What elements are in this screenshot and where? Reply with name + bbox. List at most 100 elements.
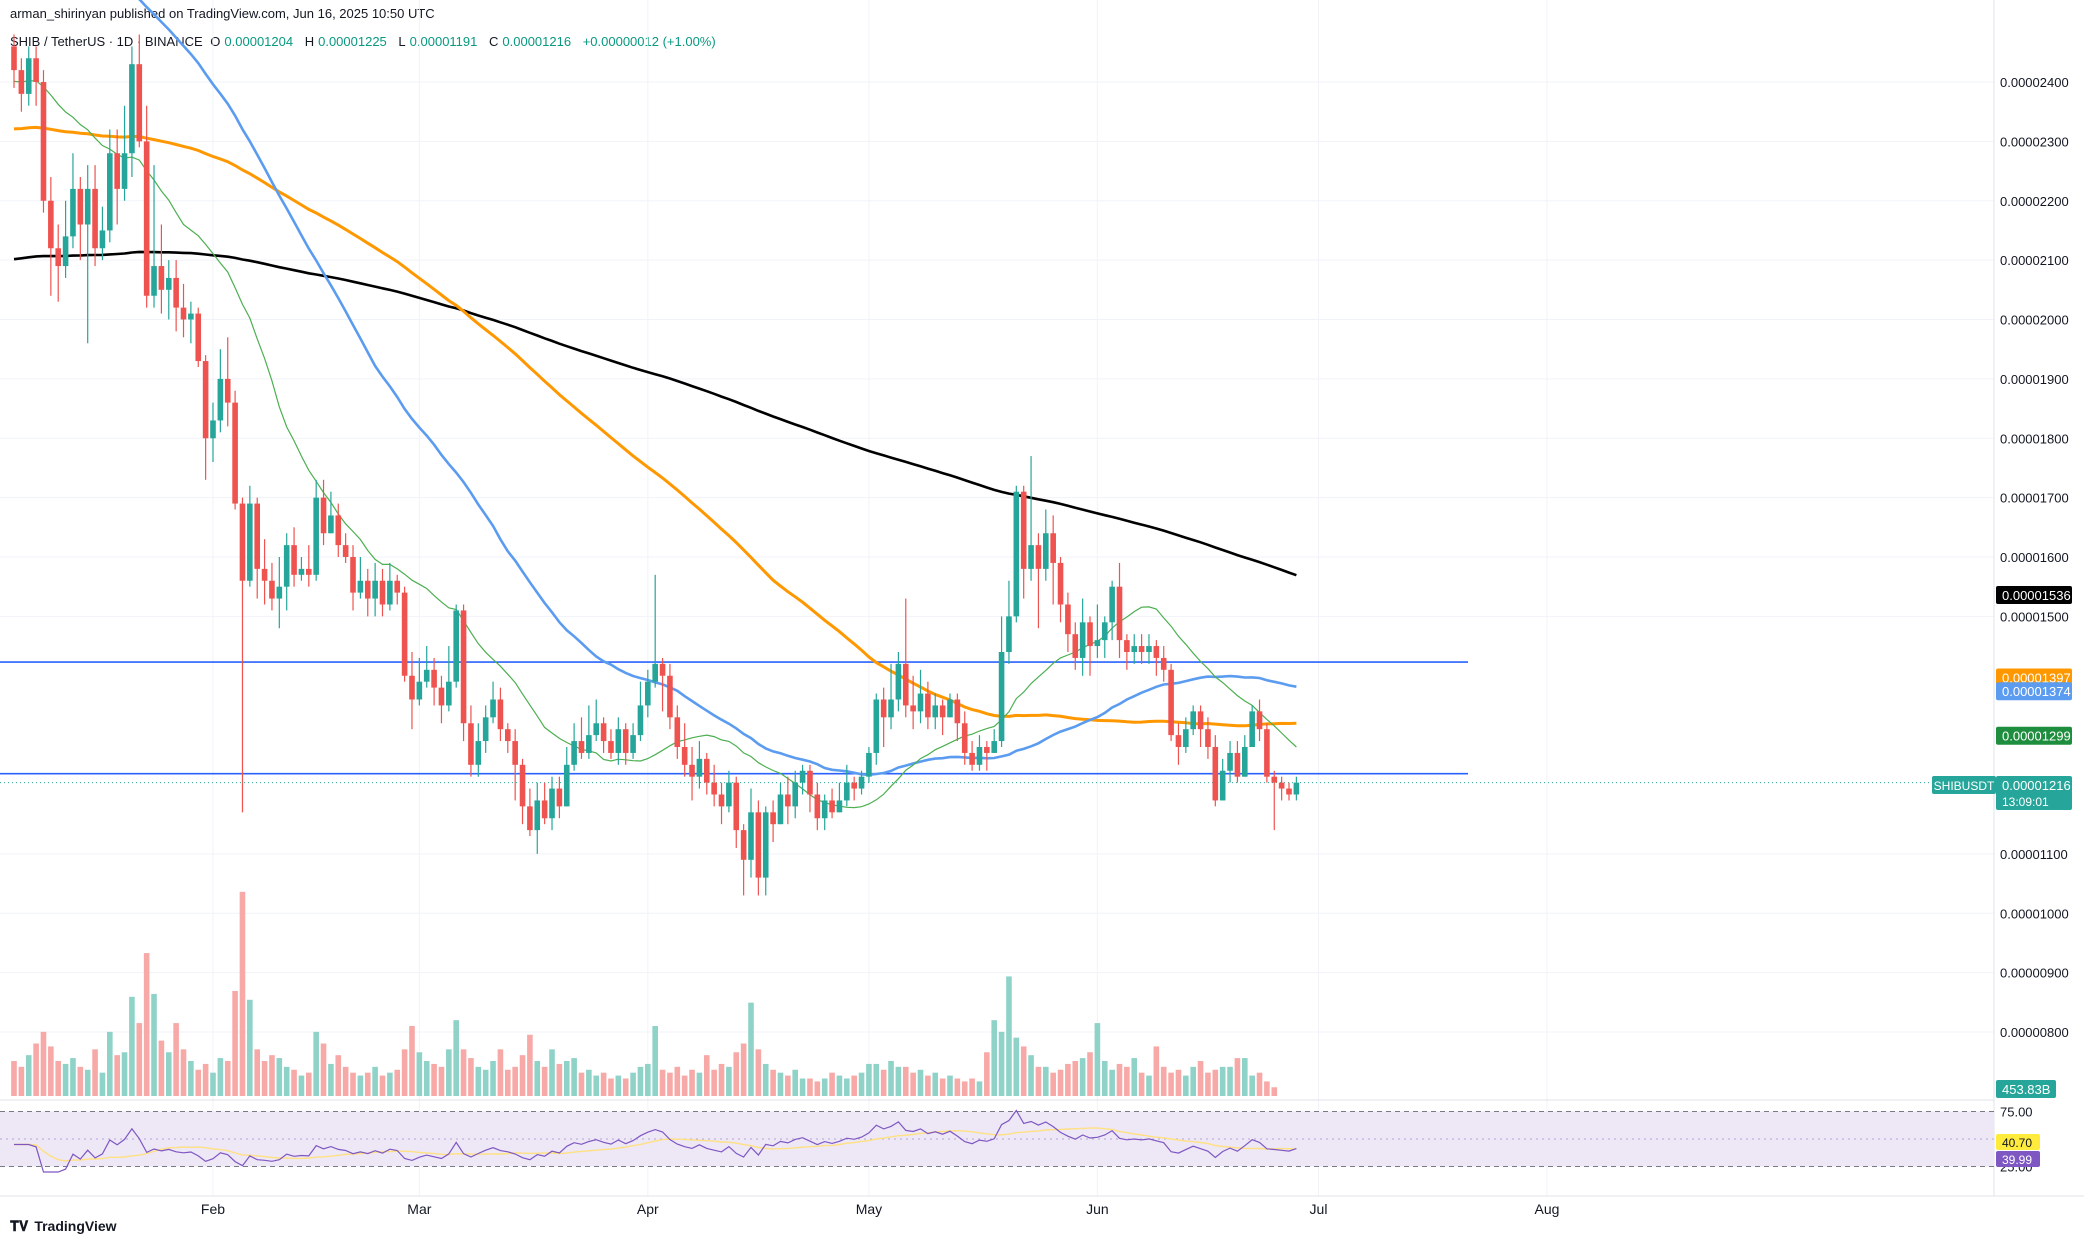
candle-body: [497, 699, 504, 730]
candle-body: [622, 729, 629, 753]
volume-bar: [1020, 1046, 1027, 1096]
time-tick-label: Aug: [1534, 1201, 1559, 1217]
candle-body: [269, 580, 275, 599]
candle-body: [578, 741, 585, 753]
candle-body: [460, 610, 467, 724]
candle-body: [1035, 545, 1042, 569]
volume-bar: [652, 1026, 658, 1096]
volume-bar: [667, 1072, 673, 1096]
countdown-label: 13:09:01: [2002, 795, 2049, 809]
volume-bar: [1124, 1066, 1130, 1096]
candle-body: [490, 699, 496, 718]
price-badge-value: 0.00001536: [2002, 588, 2071, 603]
volume-bar: [1175, 1069, 1182, 1096]
volume-bar: [188, 1061, 194, 1096]
volume-bar: [733, 1052, 740, 1096]
symbol-badge-bg: [1932, 776, 1996, 794]
volume-bar: [143, 953, 150, 1096]
volume-bar: [497, 1049, 504, 1096]
candle-body: [689, 764, 695, 777]
volume-bar: [1146, 1075, 1152, 1096]
volume-bar: [247, 999, 253, 1096]
legend-change: +0.00000012 (+1.00%): [582, 34, 716, 49]
price-tick-label: 0.00001500: [2000, 609, 2069, 624]
volume-bar: [350, 1072, 356, 1096]
candle-body: [11, 46, 17, 71]
volume-bar: [659, 1069, 666, 1096]
volume-bar: [792, 1069, 799, 1096]
volume-bar: [11, 1061, 17, 1096]
candle-body: [335, 515, 342, 546]
candle-body: [1138, 646, 1145, 652]
volume-bar: [586, 1069, 592, 1096]
volume-bar: [976, 1081, 983, 1096]
candle-body: [1028, 545, 1034, 569]
volume-bar: [1043, 1066, 1049, 1096]
volume-bar: [880, 1069, 887, 1096]
symbol-title: SHIB / TetherUS · 1D · BINANCE: [10, 34, 203, 49]
volume-bar: [1079, 1058, 1086, 1096]
volume-bar: [468, 1058, 474, 1096]
volume-bars: [11, 891, 1278, 1096]
candle-body: [313, 497, 319, 575]
candle-body: [1087, 622, 1093, 647]
volume-bar: [261, 1061, 268, 1096]
candle-body: [202, 361, 209, 439]
volume-bar: [600, 1072, 607, 1096]
rsi-tick-label: 75.00: [2000, 1105, 2033, 1120]
volume-bar: [1035, 1066, 1042, 1096]
candle-body: [608, 741, 614, 753]
volume-bar: [379, 1075, 386, 1096]
candle-body: [527, 806, 533, 831]
candle-body: [291, 545, 297, 575]
candle-body: [188, 313, 194, 320]
candle-body: [652, 663, 658, 682]
candle-body: [1286, 788, 1292, 795]
candle-body: [667, 675, 673, 718]
volume-bar: [283, 1066, 290, 1096]
candle-body: [1234, 752, 1241, 777]
candle-body: [998, 652, 1005, 742]
legend-high: H 0.00001225: [304, 34, 387, 49]
volume-bar: [740, 1043, 747, 1096]
candle-body: [991, 741, 998, 753]
candle-body: [659, 663, 666, 676]
volume-bar: [1065, 1063, 1071, 1096]
candle-body: [1256, 711, 1263, 730]
price-tick-label: 0.00000900: [2000, 966, 2069, 981]
candle-body: [107, 153, 113, 231]
rsi-line: [14, 1109, 1297, 1173]
price-badge-value: 0.00001397: [2002, 671, 2071, 686]
candle-body: [534, 800, 541, 831]
candle-body: [844, 782, 850, 801]
volume-bar: [372, 1066, 378, 1096]
price-badge: 0.00001397: [1996, 668, 2072, 687]
volume-bar: [217, 1058, 224, 1096]
volume-bar: [991, 1020, 998, 1096]
candle-body: [630, 735, 636, 753]
candle-body: [549, 788, 555, 819]
price-axis: 0.00002400 0.00002300 0.00002200 0.00002100…: [0, 0, 2084, 1197]
symbol-badge-label: SHIBUSDT: [1934, 779, 1995, 793]
volume-bar: [306, 1072, 312, 1096]
candle-body: [261, 568, 268, 581]
candle-body: [173, 277, 179, 308]
volume-bar: [151, 993, 157, 1096]
time-tick-label: Feb: [201, 1201, 225, 1217]
volume-bar: [512, 1066, 518, 1096]
candle-body: [1278, 782, 1285, 789]
volume-bar: [519, 1055, 526, 1096]
candle-body: [254, 503, 261, 569]
candle-body: [851, 782, 857, 789]
candle-body: [1168, 669, 1174, 736]
candle-body: [821, 800, 828, 819]
candle-body: [1293, 782, 1300, 795]
volume-bar: [202, 1063, 209, 1096]
candle-body: [180, 307, 187, 320]
price-tick-label: 0.00002100: [2000, 253, 2069, 268]
volume-bar: [48, 1046, 54, 1096]
volume-bar: [1183, 1075, 1189, 1096]
